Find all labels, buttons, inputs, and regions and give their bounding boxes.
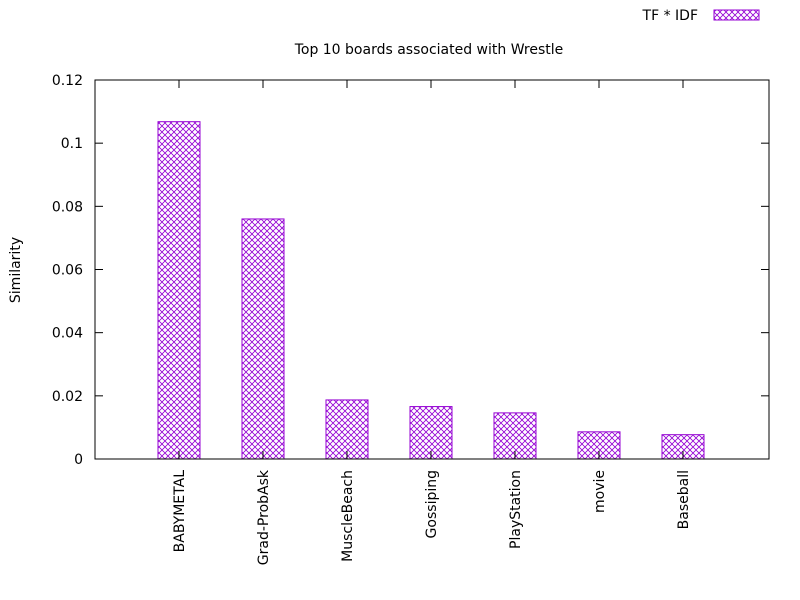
bar-grad-probask	[241, 218, 285, 460]
y-tick-label: 0.06	[52, 263, 83, 279]
x-tick-label: BABYMETAL	[172, 470, 188, 553]
legend-label: TF * IDF	[642, 8, 698, 24]
y-tick-label: 0	[74, 452, 83, 468]
y-tick-label: 0.12	[52, 73, 83, 89]
legend: TF * IDF	[642, 8, 760, 24]
chart-title: Top 10 boards associated with Wrestle	[294, 42, 564, 58]
bar-babymetal	[157, 121, 201, 460]
legend-swatch	[713, 9, 760, 21]
y-tick-label: 0.04	[52, 326, 83, 342]
x-tick-label: movie	[592, 470, 608, 513]
y-tick-label: 0.08	[52, 199, 83, 215]
y-tick-label: 0.02	[52, 389, 83, 405]
bar-musclebeach	[325, 399, 369, 460]
x-tick-label: PlayStation	[508, 470, 524, 549]
bar-gossiping	[409, 406, 453, 460]
y-axis-label: Similarity	[8, 237, 24, 303]
x-tick-label: Grad-ProbAsk	[256, 469, 272, 565]
x-tick-label: MuscleBeach	[340, 470, 356, 562]
bars-group	[157, 121, 705, 460]
y-tick-label: 0.1	[61, 136, 83, 152]
x-tick-labels: BABYMETAL Grad-ProbAsk MuscleBeach Gossipin…	[172, 80, 692, 565]
x-tick-label: Gossiping	[424, 470, 440, 538]
x-tick-label: Baseball	[676, 470, 692, 529]
plot-frame	[94, 79, 770, 460]
y-ticks: 0 0.02 0.04 0.06 0.08 0.1 0.12	[52, 73, 769, 468]
